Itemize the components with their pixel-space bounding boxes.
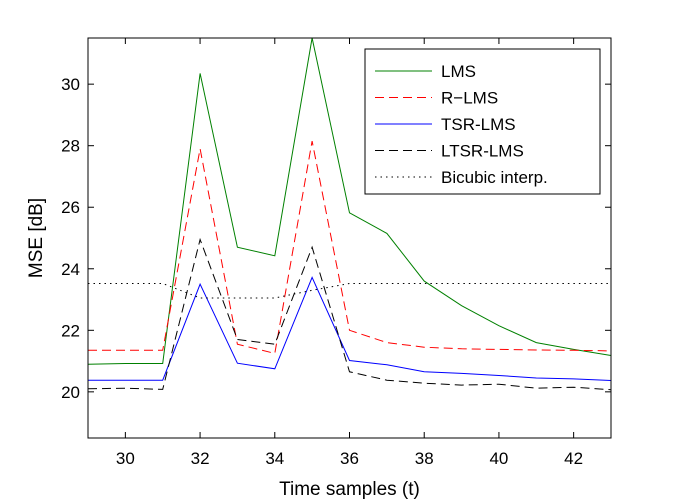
legend-label-ltsr-lms: LTSR-LMS [441, 142, 524, 161]
legend-box [364, 48, 601, 195]
y-tick-label: 28 [61, 137, 80, 156]
legend-label-r-lms: R−LMS [441, 89, 498, 108]
series-line-r-lms [88, 141, 612, 355]
tick-layer: 30 32 34 36 38 40 42 20 22 24 26 28 30 [61, 38, 611, 468]
series-layer [87, 37, 612, 391]
legend-label-tsr-lms: TSR-LMS [441, 115, 516, 134]
y-tick-label: 26 [61, 198, 80, 217]
x-axis-label: Time samples (t) [279, 479, 420, 500]
series-line-tsr-lms [88, 276, 612, 381]
x-tick-label: 38 [415, 449, 434, 468]
y-tick-label: 30 [61, 75, 80, 94]
plot-frame [87, 37, 612, 439]
legend-label-bicubic-interp: Bicubic interp. [441, 168, 548, 187]
y-axis-label: MSE [dB] [26, 198, 47, 278]
x-tick-label: 30 [116, 449, 135, 468]
series-line-bicubic-interp [88, 283, 611, 299]
x-tick-label: 34 [265, 449, 284, 468]
series-line-lms [87, 37, 612, 365]
y-tick-label: 22 [61, 321, 80, 340]
x-tick-label: 42 [564, 449, 583, 468]
series-line-ltsr-lms [87, 237, 612, 391]
legend-label-lms: LMS [441, 62, 476, 81]
y-tick-label: 20 [61, 383, 80, 402]
x-tick-label: 40 [489, 449, 508, 468]
legend: LMS R−LMS TSR-LMS LTSR-LMS Bicubic interp. [364, 48, 601, 195]
x-tick-label: 36 [340, 449, 359, 468]
y-tick-label: 24 [61, 260, 80, 279]
x-tick-label: 32 [191, 449, 210, 468]
